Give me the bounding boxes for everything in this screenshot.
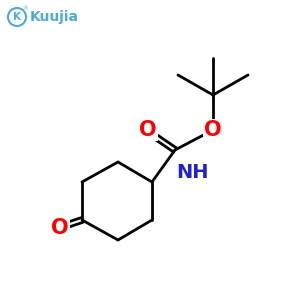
- Text: K: K: [13, 12, 21, 22]
- Text: O: O: [51, 218, 69, 238]
- Text: O: O: [139, 120, 157, 140]
- Text: NH: NH: [176, 163, 208, 182]
- Text: O: O: [204, 120, 222, 140]
- Text: Kuujia: Kuujia: [30, 10, 79, 24]
- Text: ®: ®: [22, 7, 28, 11]
